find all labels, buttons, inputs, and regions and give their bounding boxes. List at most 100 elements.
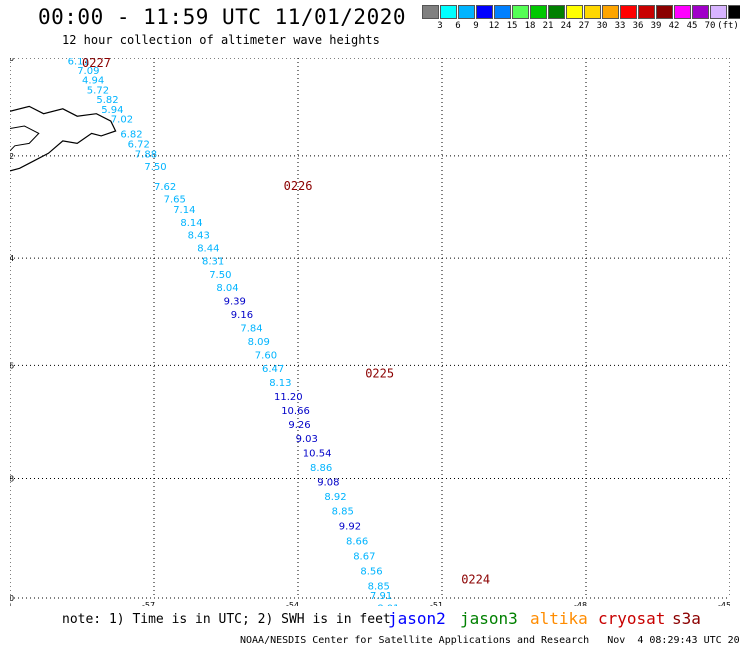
legend-label: 3 <box>437 21 443 31</box>
wave-height-value: 7.50 <box>209 270 231 281</box>
wave-height-value: 9.39 <box>224 296 246 307</box>
legend-label: 24 <box>560 21 572 31</box>
wave-height-value: 8.67 <box>353 551 375 562</box>
footnote: note: 1) Time is in UTC; 2) SWH is in fe… <box>62 612 391 627</box>
wave-height-value: 8.31 <box>202 257 224 268</box>
longitude-label: -60 <box>10 601 11 606</box>
legend-swatch <box>638 5 655 19</box>
pass-time-label: 0227 <box>82 58 111 70</box>
satellite-name-jason3: jason3 <box>460 609 518 628</box>
legend-swatch <box>728 5 740 19</box>
color-legend <box>422 5 740 19</box>
wave-height-value: 7.88 <box>135 149 157 160</box>
legend-label: 70 <box>704 21 716 31</box>
pass-time-label: 0224 <box>461 573 490 587</box>
wave-height-value: 11.20 <box>274 392 303 403</box>
wave-height-value: 8.56 <box>360 566 382 577</box>
coastline-path <box>10 105 117 172</box>
grid-lines <box>10 58 730 599</box>
legend-swatch <box>602 5 619 19</box>
wave-height-value: 7.09 <box>77 66 99 77</box>
wave-height-value: 8.09 <box>248 337 270 348</box>
satellite-name-s3a: s3a <box>672 609 701 628</box>
legend-swatch <box>584 5 601 19</box>
legend-label: 30 <box>596 21 608 31</box>
latitude-label: -60 <box>10 594 14 603</box>
latitude-label: -56 <box>10 361 14 370</box>
legend-label: 15 <box>506 21 518 31</box>
wave-height-value: 9.16 <box>231 310 253 321</box>
latitude-label: -54 <box>10 254 14 263</box>
wave-height-value: 8.85 <box>332 507 354 518</box>
satellite-name-cryosat: cryosat <box>598 609 666 628</box>
wave-height-value: 6.11 <box>68 58 90 67</box>
legend-swatch <box>512 5 529 19</box>
wave-height-value: 8.43 <box>188 231 210 242</box>
legend-label: 36 <box>632 21 644 31</box>
legend-label: 18 <box>524 21 536 31</box>
legend-label: 21 <box>542 21 554 31</box>
latitude-label: -52 <box>10 152 14 161</box>
wave-height-value: 7.50 <box>144 162 166 173</box>
wave-height-value: 8.13 <box>269 378 291 389</box>
chart-subtitle: 12 hour collection of altimeter wave hei… <box>62 33 380 47</box>
legend-swatch <box>440 5 457 19</box>
longitude-label: -54 <box>286 601 299 606</box>
wave-height-value: 7.02 <box>111 115 133 126</box>
legend-swatch <box>674 5 691 19</box>
legend-swatch <box>656 5 673 19</box>
wave-height-value: 7.91 <box>370 591 392 602</box>
legend-label: 45 <box>686 21 698 31</box>
wave-height-value: 6.82 <box>120 129 142 140</box>
legend-label: 42 <box>668 21 680 31</box>
wave-height-value: 8.44 <box>197 244 219 255</box>
wave-height-value: 8.66 <box>346 536 368 547</box>
wave-height-value: 9.26 <box>288 420 310 431</box>
wave-height-value: 8.04 <box>216 283 238 294</box>
wave-height-value: 5.72 <box>87 85 109 96</box>
satellite-name-altika: altika <box>530 609 588 628</box>
wave-height-value: 5.94 <box>101 105 123 116</box>
legend-label: 27 <box>578 21 590 31</box>
wave-height-value: 7.14 <box>173 205 195 216</box>
coastline-inlet <box>10 125 40 152</box>
wave-height-value: 9.08 <box>317 477 339 488</box>
wave-height-value: 6.47 <box>262 364 284 375</box>
legend-swatch <box>692 5 709 19</box>
chart-title: 00:00 - 11:59 UTC 11/01/2020 <box>38 5 407 29</box>
legend-swatch <box>566 5 583 19</box>
altimeter-map: -50-52-54-56-58-60-60-57-54-51-48-45 6.1… <box>10 58 730 606</box>
legend-label: (ft) <box>717 21 739 31</box>
credit-line: NOAA/NESDIS Center for Satellite Applica… <box>240 635 740 646</box>
wave-height-value: 7.60 <box>255 350 277 361</box>
legend-swatch <box>710 5 727 19</box>
legend-label: 12 <box>488 21 500 31</box>
legend-label: 6 <box>455 21 461 31</box>
latitude-label: -50 <box>10 58 14 63</box>
axis-labels: -50-52-54-56-58-60-60-57-54-51-48-45 <box>10 58 730 606</box>
wave-height-value: 7.84 <box>240 323 262 334</box>
wave-height-value: 8.85 <box>368 582 390 593</box>
wave-height-value: 7.65 <box>164 195 186 206</box>
wave-height-value: 10.54 <box>303 448 332 459</box>
pass-time-label: 0226 <box>284 179 313 193</box>
longitude-label: -48 <box>574 601 587 606</box>
legend-swatch <box>476 5 493 19</box>
wave-height-value: 8.92 <box>324 492 346 503</box>
legend-label: 39 <box>650 21 662 31</box>
legend-swatch <box>422 5 439 19</box>
legend-label: 33 <box>614 21 626 31</box>
wave-height-value: 5.82 <box>96 95 118 106</box>
longitude-label: -51 <box>430 601 443 606</box>
longitude-label: -45 <box>718 601 730 606</box>
wave-height-value: 4.94 <box>82 76 104 87</box>
longitude-label: -57 <box>142 601 155 606</box>
pass-time-labels: 0227 0226 0225 0224 <box>82 58 490 587</box>
pass-time-label: 0225 <box>365 367 394 381</box>
legend-swatch <box>620 5 637 19</box>
wave-height-value: 9.03 <box>296 434 318 445</box>
wave-height-value: 8.01 <box>377 603 399 606</box>
wave-height-value: 10.66 <box>281 406 310 417</box>
wave-height-value: 8.14 <box>180 218 202 229</box>
legend-swatch <box>494 5 511 19</box>
